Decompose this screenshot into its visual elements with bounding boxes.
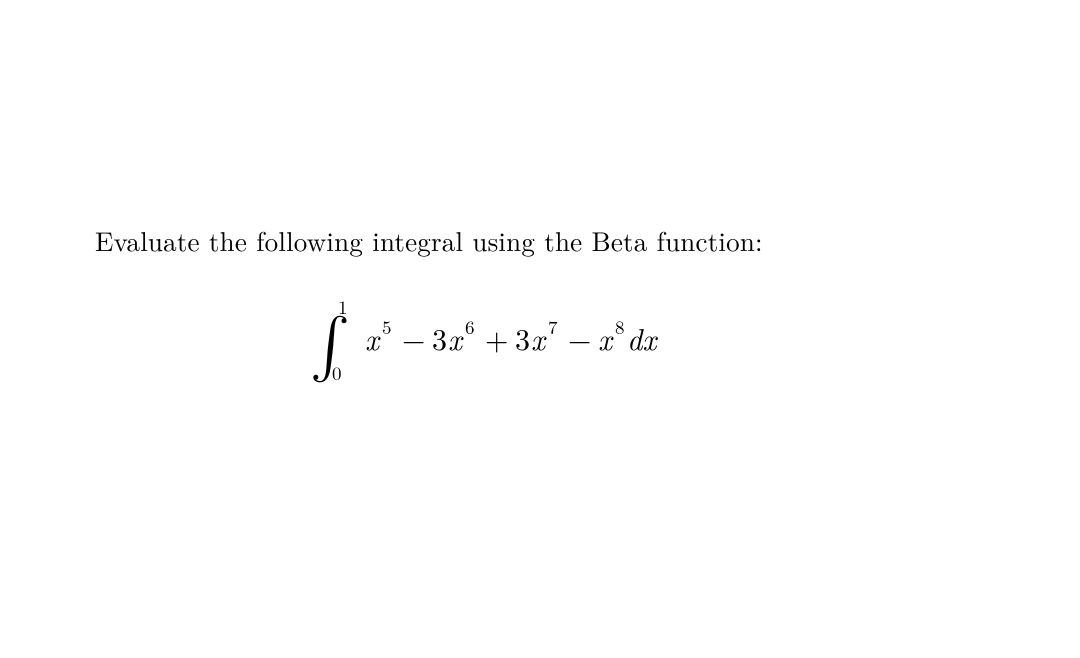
svg-text:dx: dx [627, 316, 658, 359]
svg-text:3: 3 [515, 316, 530, 359]
svg-text:3: 3 [432, 316, 447, 359]
svg-text:6: 6 [465, 313, 475, 340]
svg-text:∫: ∫ [310, 315, 350, 383]
equation-svg: ∫10x5−3x6+3x7−x8dx [280, 290, 800, 390]
svg-text:x: x [448, 316, 464, 359]
svg-text:−: − [402, 316, 425, 359]
svg-text:x: x [365, 316, 381, 359]
svg-text:0: 0 [332, 359, 342, 386]
page: Evaluate the following integral using th… [0, 0, 1080, 658]
svg-text:5: 5 [382, 313, 392, 340]
svg-text:x: x [531, 316, 547, 359]
svg-text:1: 1 [338, 293, 348, 320]
svg-text:x: x [598, 316, 614, 359]
prompt-text: Evaluate the following integral using th… [95, 223, 763, 258]
svg-text:+: + [485, 316, 508, 359]
svg-text:−: − [568, 316, 591, 359]
svg-text:8: 8 [615, 313, 625, 340]
integral-equation: ∫10x5−3x6+3x7−x8dx [0, 290, 1080, 395]
svg-text:7: 7 [548, 313, 558, 340]
